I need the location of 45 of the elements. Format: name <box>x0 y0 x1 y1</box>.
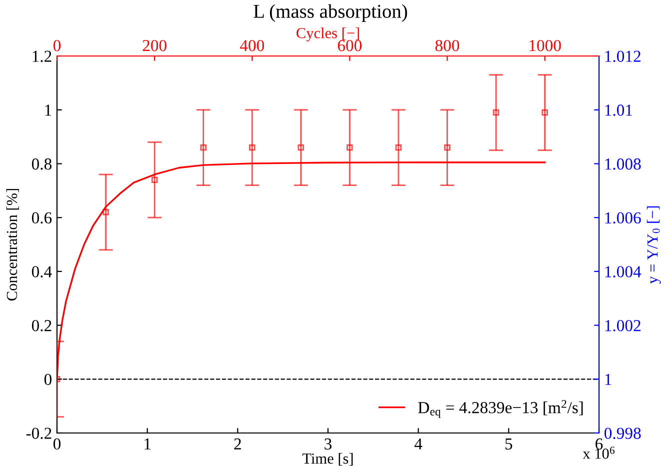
y2-tick-label: 1.01 <box>605 104 632 116</box>
chart-title: L (mass absorption) <box>254 4 408 22</box>
x2-tick-label: 400 <box>240 40 264 52</box>
y-tick-label: 0.2 <box>32 320 52 332</box>
y-axis-title: Concentration [%] <box>6 189 19 301</box>
x2-tick-label: 1000 <box>530 40 561 52</box>
y2-tick-label: 1.006 <box>605 212 641 224</box>
x-tick-label: 6 <box>596 438 603 450</box>
legend-label: D$_{eq}$ = 4.2839e−13 [m$^{2}$/s] <box>418 400 583 418</box>
y-tick-label: 0.6 <box>32 212 52 224</box>
x-axis-title: Time [s] <box>302 452 353 466</box>
point <box>248 144 256 151</box>
x-tick-label: 3 <box>324 438 332 450</box>
y-tick-label: -0.2 <box>26 428 52 440</box>
x-tick-label: 5 <box>505 438 512 450</box>
point <box>542 109 548 116</box>
x2-axis-title: Cycles [−] <box>296 28 359 42</box>
point <box>200 144 206 151</box>
y2-axis-title: y = Y/Y$_{0}$ [−] <box>646 206 661 284</box>
point <box>346 144 353 151</box>
y-tick-label: 1.2 <box>32 50 52 62</box>
x2-tick-label: 800 <box>435 40 460 52</box>
point <box>298 144 304 151</box>
y2-tick-label: 1 <box>605 374 612 385</box>
x2-tick-label: 0 <box>53 40 61 52</box>
y2-tick-label: 1.002 <box>605 320 640 332</box>
x-tick-label: 1 <box>144 438 150 450</box>
point <box>444 144 450 151</box>
y2-tick-label: 0.998 <box>604 428 641 440</box>
y2-tick-label: 1.008 <box>605 158 641 170</box>
y2-tick-label: 1.012 <box>605 50 640 62</box>
x2-tick-label: 200 <box>142 40 166 52</box>
x-tick-label: 2 <box>234 438 241 450</box>
y-tick-label: 0.4 <box>32 266 52 278</box>
y-tick-label: 1 <box>45 104 52 116</box>
y-tick-label: 0.8 <box>32 158 52 170</box>
x-tick-label: 4 <box>414 438 422 450</box>
x-tick-label: 0 <box>53 438 61 450</box>
y2-tick-label: 1.004 <box>605 266 642 278</box>
point <box>151 176 158 183</box>
x2-tick-label: 600 <box>338 40 362 52</box>
point <box>395 144 402 151</box>
point <box>102 209 109 216</box>
point <box>492 109 500 116</box>
y-tick-label: 0 <box>44 374 52 386</box>
